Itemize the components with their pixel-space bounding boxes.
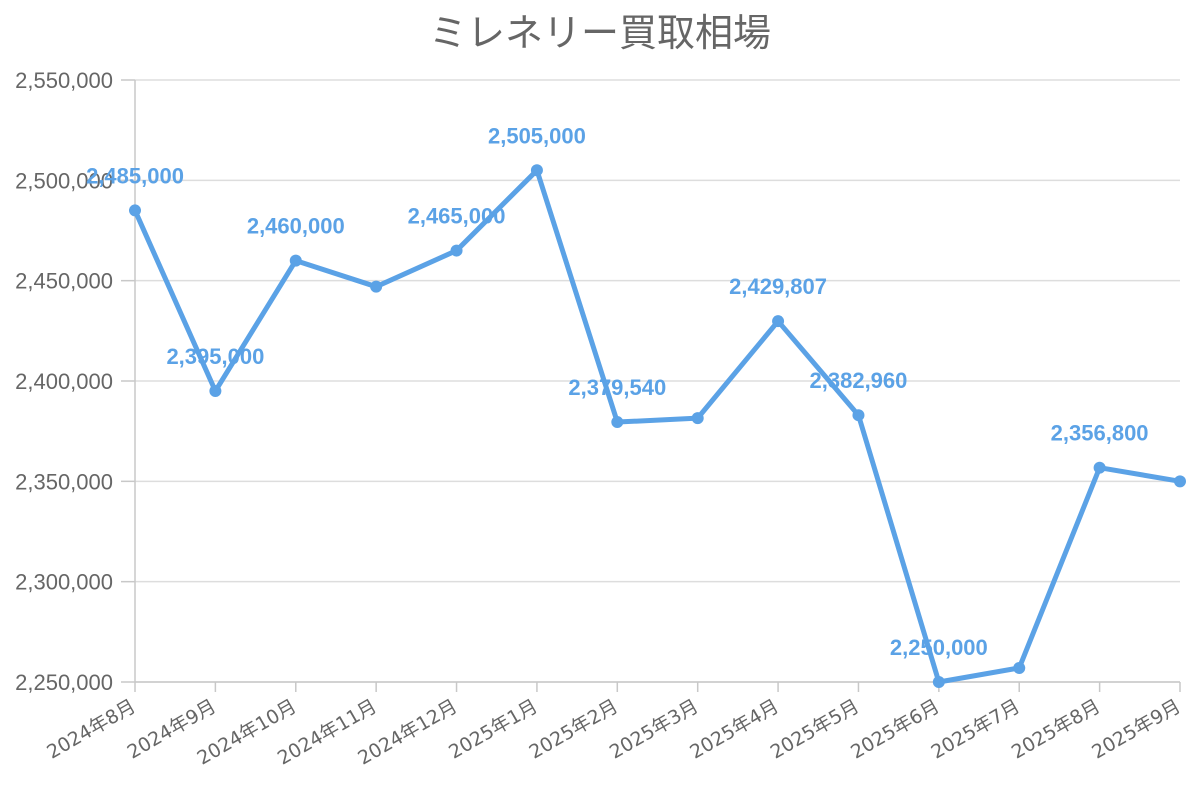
data-point	[691, 412, 704, 425]
series-layer	[129, 164, 1186, 688]
axis-layer	[121, 79, 1181, 692]
data-label: 2,356,800	[1051, 421, 1149, 446]
data-point	[611, 416, 624, 429]
y-tick-label: 2,300,000	[15, 570, 113, 595]
y-tick-label: 2,250,000	[15, 670, 113, 695]
x-tick-label: 2024年8月	[43, 695, 139, 763]
data-label: 2,485,000	[86, 163, 184, 188]
data-point	[1093, 461, 1106, 474]
data-label: 2,429,807	[729, 274, 827, 299]
x-tick-label: 2025年4月	[686, 695, 782, 763]
y-tick-label: 2,500,000	[15, 168, 113, 193]
y-tick-label: 2,450,000	[15, 269, 113, 294]
x-tick-label: 2025年3月	[606, 695, 702, 763]
y-tick-label: 2,550,000	[15, 68, 113, 93]
data-point	[209, 385, 222, 398]
data-label: 2,382,960	[810, 368, 908, 393]
y-tick-label: 2,350,000	[15, 469, 113, 494]
x-tick-label: 2025年1月	[445, 695, 541, 763]
data-point	[1013, 661, 1026, 674]
x-tick-label: 2025年7月	[927, 695, 1023, 763]
data-point	[289, 254, 302, 267]
data-point	[932, 676, 945, 688]
data-label: 2,465,000	[408, 204, 506, 229]
data-point	[1174, 475, 1186, 488]
data-label: 2,505,000	[488, 123, 586, 148]
x-tick-label: 2025年5月	[767, 695, 863, 763]
x-tick-label: 2025年2月	[526, 695, 622, 763]
data-label: 2,460,000	[247, 214, 345, 239]
data-label: 2,395,000	[166, 344, 264, 369]
x-axis-ticks: 2024年8月2024年9月2024年10月2024年11月2024年12月20…	[43, 695, 1184, 769]
chart-title: ミレネリー買取相場	[428, 11, 771, 55]
data-label-layer: 2,485,000 2,395,000 2,460,000 2,465,000 2,50…	[86, 123, 1148, 660]
data-point	[772, 315, 785, 328]
x-tick-label: 2025年8月	[1008, 695, 1104, 763]
data-point	[450, 244, 463, 257]
grid-layer	[135, 79, 1180, 683]
x-tick-label: 2025年9月	[1088, 695, 1184, 763]
data-point	[852, 409, 865, 422]
y-tick-label: 2,400,000	[15, 369, 113, 394]
data-label: 2,250,000	[890, 635, 988, 660]
data-label: 2,379,540	[568, 375, 666, 400]
x-tick-label: 2025年6月	[847, 695, 943, 763]
y-axis-ticks: 2,250,000 2,300,000 2,350,000 2,400,000 2,45…	[15, 68, 113, 695]
data-point	[129, 204, 141, 217]
series-line	[132, 167, 1183, 685]
data-point	[370, 280, 383, 293]
data-point	[530, 164, 543, 177]
